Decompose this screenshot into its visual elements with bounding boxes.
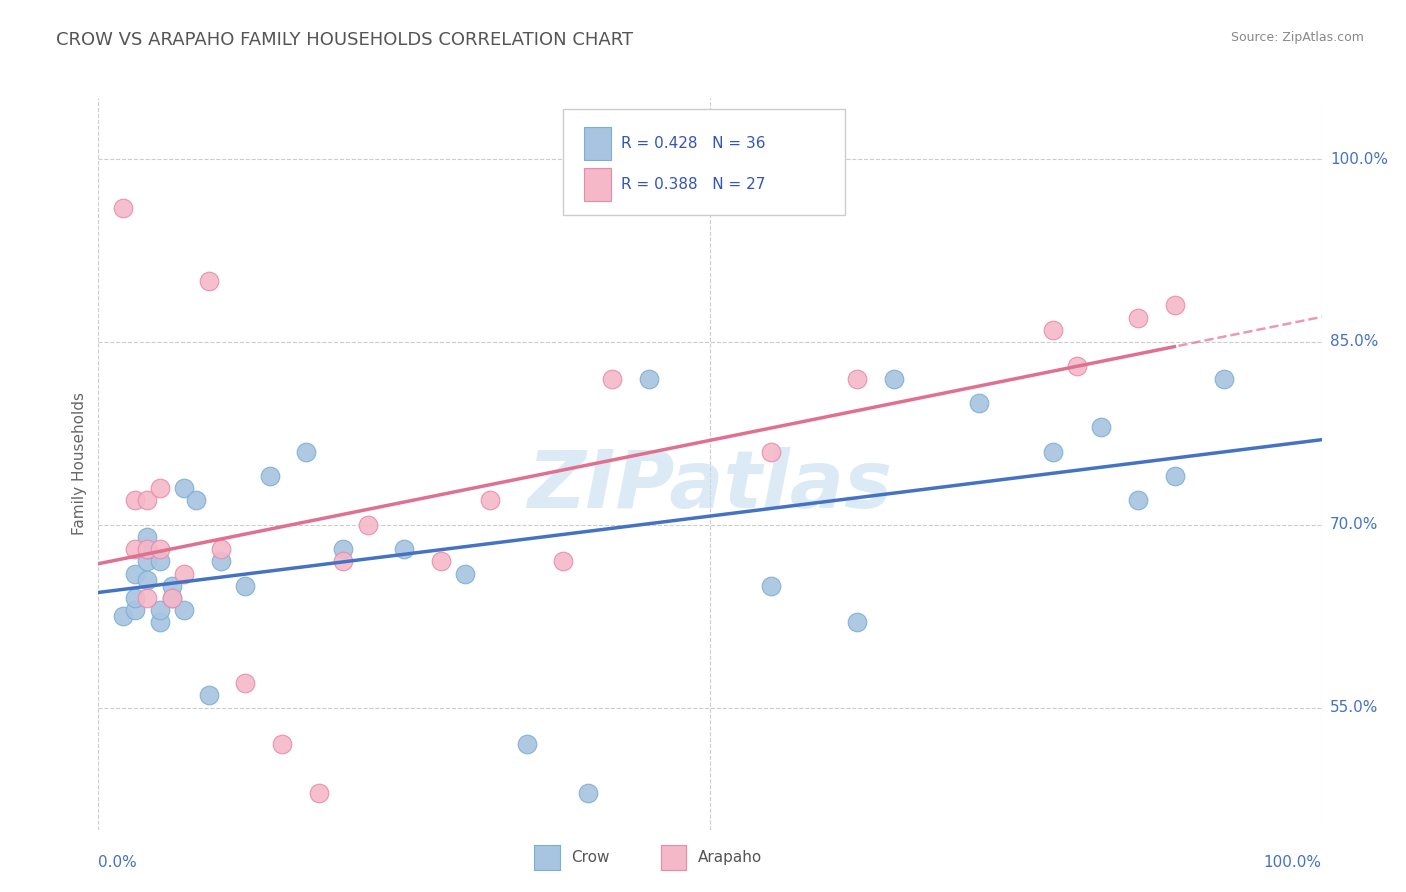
Text: Source: ZipAtlas.com: Source: ZipAtlas.com bbox=[1230, 31, 1364, 45]
Text: Arapaho: Arapaho bbox=[697, 850, 762, 864]
Bar bbox=[583, 168, 612, 201]
Point bbox=[1128, 493, 1150, 508]
Point bbox=[136, 542, 159, 557]
Point bbox=[845, 615, 868, 630]
Point bbox=[1164, 469, 1187, 483]
Point bbox=[478, 493, 501, 508]
Point bbox=[259, 469, 281, 483]
Text: 55.0%: 55.0% bbox=[1330, 700, 1378, 715]
Text: 0.0%: 0.0% bbox=[98, 855, 138, 870]
Y-axis label: Family Households: Family Households bbox=[72, 392, 87, 535]
Point bbox=[515, 737, 537, 751]
Point bbox=[173, 566, 195, 581]
Point bbox=[136, 530, 159, 544]
Point bbox=[136, 542, 159, 557]
Point bbox=[761, 579, 783, 593]
FancyBboxPatch shape bbox=[564, 109, 845, 215]
Point bbox=[1042, 323, 1064, 337]
Point bbox=[136, 493, 159, 508]
Text: R = 0.388   N = 27: R = 0.388 N = 27 bbox=[620, 177, 765, 192]
Point bbox=[1042, 444, 1064, 458]
Point bbox=[136, 573, 159, 587]
Point bbox=[332, 542, 354, 557]
Point bbox=[136, 591, 159, 605]
Point bbox=[233, 579, 256, 593]
Point bbox=[1066, 359, 1088, 374]
Point bbox=[173, 481, 195, 495]
Text: CROW VS ARAPAHO FAMILY HOUSEHOLDS CORRELATION CHART: CROW VS ARAPAHO FAMILY HOUSEHOLDS CORREL… bbox=[56, 31, 633, 49]
Point bbox=[160, 591, 183, 605]
Point bbox=[430, 554, 453, 568]
Point bbox=[124, 603, 146, 617]
Point bbox=[233, 676, 256, 690]
Point bbox=[1090, 420, 1112, 434]
Point bbox=[1164, 298, 1187, 312]
Point bbox=[173, 603, 195, 617]
Point bbox=[356, 517, 378, 532]
Point bbox=[967, 396, 990, 410]
Point bbox=[454, 566, 477, 581]
Point bbox=[883, 371, 905, 385]
Text: 85.0%: 85.0% bbox=[1330, 334, 1378, 350]
Point bbox=[332, 554, 354, 568]
Point bbox=[124, 591, 146, 605]
Point bbox=[1212, 371, 1234, 385]
Point bbox=[600, 371, 623, 385]
Point bbox=[186, 493, 208, 508]
Point bbox=[761, 444, 783, 458]
Point bbox=[295, 444, 318, 458]
Point bbox=[270, 737, 294, 751]
Point bbox=[149, 615, 172, 630]
Point bbox=[124, 542, 146, 557]
Point bbox=[392, 542, 416, 557]
Bar bbox=[583, 128, 612, 161]
Point bbox=[149, 554, 172, 568]
Text: 100.0%: 100.0% bbox=[1264, 855, 1322, 870]
Point bbox=[553, 554, 575, 568]
Point bbox=[1128, 310, 1150, 325]
Point bbox=[124, 566, 146, 581]
Point bbox=[209, 542, 232, 557]
Point bbox=[308, 786, 330, 800]
Point bbox=[576, 786, 599, 800]
Point bbox=[136, 554, 159, 568]
Point bbox=[160, 591, 183, 605]
Text: 100.0%: 100.0% bbox=[1330, 152, 1388, 167]
Point bbox=[197, 274, 219, 288]
Point bbox=[637, 371, 661, 385]
Point bbox=[149, 603, 172, 617]
Point bbox=[111, 609, 134, 624]
Text: Crow: Crow bbox=[571, 850, 609, 864]
Point bbox=[124, 493, 146, 508]
Text: ZIPatlas: ZIPatlas bbox=[527, 447, 893, 524]
Text: 70.0%: 70.0% bbox=[1330, 517, 1378, 533]
Text: R = 0.428   N = 36: R = 0.428 N = 36 bbox=[620, 136, 765, 152]
Point bbox=[845, 371, 868, 385]
Point bbox=[160, 579, 183, 593]
Point bbox=[197, 689, 219, 703]
Point bbox=[209, 554, 232, 568]
Point bbox=[149, 542, 172, 557]
Point bbox=[149, 481, 172, 495]
Point bbox=[111, 201, 134, 215]
